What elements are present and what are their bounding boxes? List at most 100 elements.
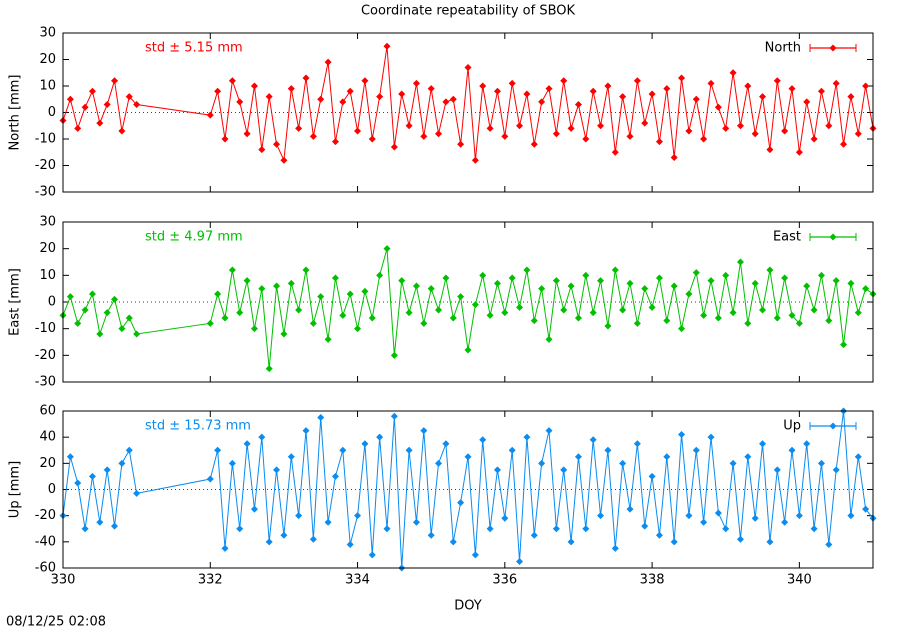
data-point: [258, 433, 266, 441]
data-point: [309, 319, 317, 327]
data-point: [133, 330, 141, 338]
data-point: [324, 335, 332, 343]
data-point: [538, 459, 546, 467]
x-axis-label: DOY: [454, 599, 482, 614]
y-tick-label: 10: [39, 268, 56, 283]
data-point: [339, 446, 347, 454]
data-point: [574, 453, 582, 461]
data-point: [751, 514, 759, 522]
data-point: [221, 135, 229, 143]
data-point: [641, 119, 649, 127]
data-point: [685, 127, 693, 135]
data-point: [324, 518, 332, 526]
data-point: [766, 538, 774, 546]
data-point: [582, 271, 590, 279]
data-point: [722, 525, 730, 533]
data-point: [479, 271, 487, 279]
legend-symbol: [829, 233, 837, 241]
data-point: [398, 277, 406, 285]
data-point: [493, 466, 501, 474]
series-line: [62, 46, 874, 163]
y-tick-label: -10: [35, 321, 56, 336]
data-point: [854, 453, 862, 461]
data-point: [361, 287, 369, 295]
data-point: [273, 140, 281, 148]
data-point: [862, 505, 870, 513]
data-point: [243, 130, 251, 138]
x-tick-label: 340: [787, 573, 812, 588]
data-point: [508, 274, 516, 282]
data-point: [817, 87, 825, 95]
annotation: std ± 5.15 mm: [145, 41, 243, 56]
data-point: [722, 124, 730, 132]
data-point: [471, 301, 479, 309]
data-point: [803, 98, 811, 106]
data-point: [788, 85, 796, 93]
data-point: [471, 551, 479, 559]
data-point: [390, 143, 398, 151]
data-point: [250, 82, 258, 90]
data-point: [449, 314, 457, 322]
x-tick-label: 336: [492, 573, 517, 588]
data-point: [486, 124, 494, 132]
data-point: [692, 95, 700, 103]
data-point: [633, 319, 641, 327]
data-point: [287, 85, 295, 93]
data-point: [648, 303, 656, 311]
data-point: [567, 282, 575, 290]
data-point: [103, 466, 111, 474]
data-point: [700, 518, 708, 526]
data-point: [847, 512, 855, 520]
data-point: [781, 127, 789, 135]
data-point: [354, 325, 362, 333]
data-point: [729, 309, 737, 317]
y-tick-label: -60: [35, 561, 56, 576]
data-point: [862, 82, 870, 90]
data-point: [493, 87, 501, 95]
y-tick-label: -10: [35, 132, 56, 147]
data-point: [670, 282, 678, 290]
data-point: [449, 95, 457, 103]
legend-symbol: [829, 422, 837, 430]
data-point: [825, 122, 833, 130]
data-point: [88, 472, 96, 480]
data-point: [331, 138, 339, 146]
data-point: [309, 535, 317, 543]
data-point: [516, 122, 524, 130]
data-point: [214, 290, 222, 298]
data-point: [383, 245, 391, 253]
data-point: [655, 274, 663, 282]
y-axis-label: Up [mm]: [8, 461, 23, 518]
y-tick-label: -20: [35, 508, 56, 523]
plot-frame: [62, 221, 874, 383]
data-point: [729, 459, 737, 467]
data-point: [516, 557, 524, 565]
data-point: [545, 335, 553, 343]
data-point: [412, 518, 420, 526]
data-point: [66, 95, 74, 103]
data-point: [641, 522, 649, 530]
data-point: [685, 290, 693, 298]
y-tick-label: -20: [35, 348, 56, 363]
data-point: [66, 293, 74, 301]
data-point: [567, 124, 575, 132]
data-point: [538, 98, 546, 106]
data-point: [714, 509, 722, 517]
y-tick-label: 20: [39, 52, 56, 67]
data-point: [368, 314, 376, 322]
x-tick-label: 332: [198, 573, 223, 588]
data-point: [420, 132, 428, 140]
data-point: [435, 306, 443, 314]
data-point: [685, 512, 693, 520]
data-point: [361, 77, 369, 85]
data-point: [442, 98, 450, 106]
y-tick-label: -30: [35, 375, 56, 390]
data-point: [390, 351, 398, 359]
data-point: [589, 87, 597, 95]
data-point: [81, 525, 89, 533]
data-point: [619, 459, 627, 467]
data-point: [781, 274, 789, 282]
data-point: [817, 459, 825, 467]
data-point: [840, 140, 848, 148]
data-point: [346, 87, 354, 95]
